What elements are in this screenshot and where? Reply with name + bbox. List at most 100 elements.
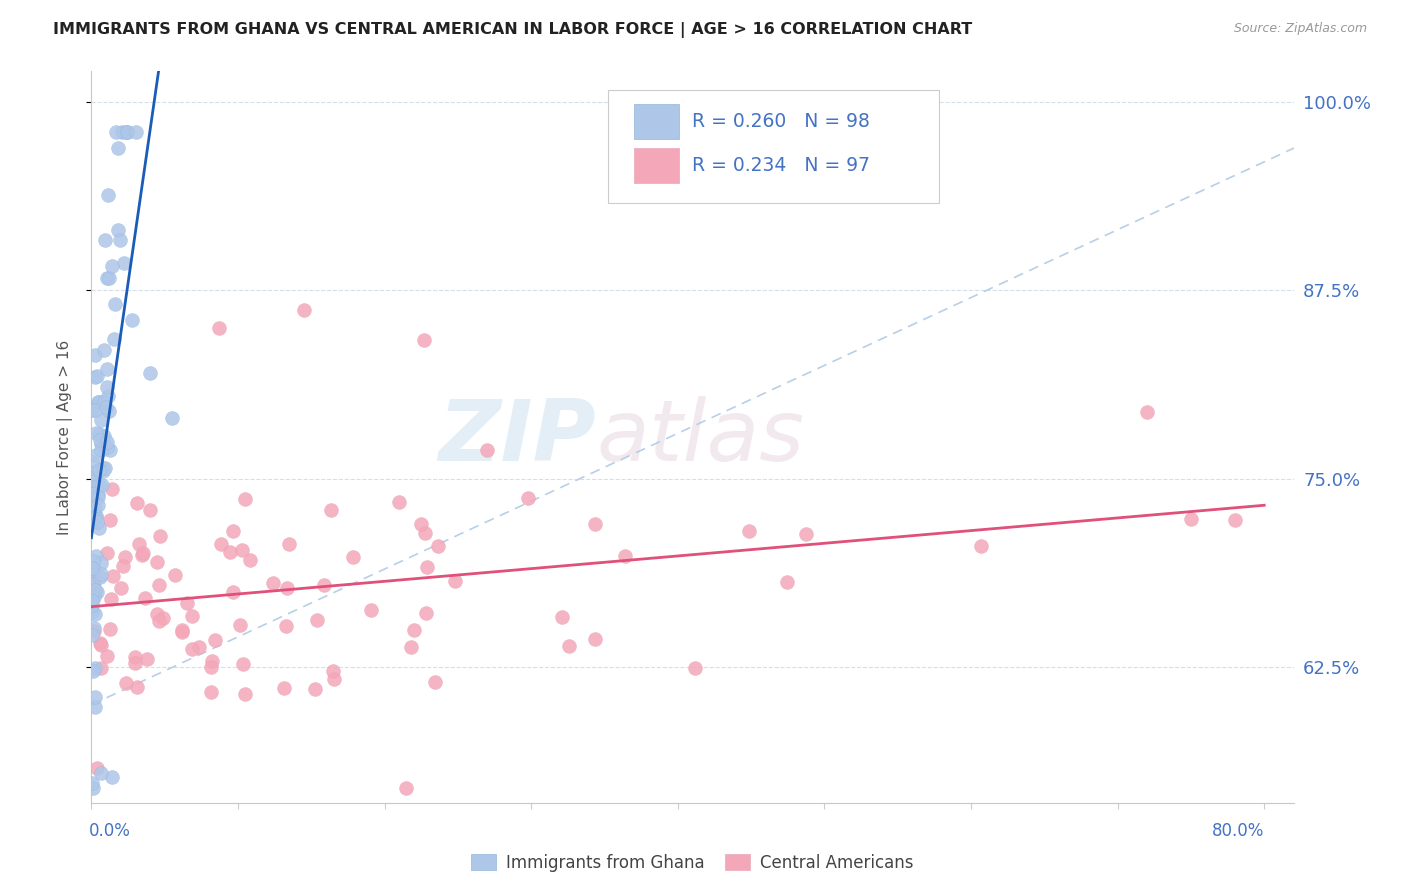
Point <box>200 685 222 699</box>
Point <box>1136 405 1159 419</box>
Point <box>86 487 108 501</box>
Point <box>82 471 104 485</box>
Point <box>90 557 112 571</box>
Point <box>426 540 449 554</box>
Point <box>970 540 993 554</box>
Point <box>82 466 104 480</box>
Point <box>84 510 107 524</box>
Point <box>84 607 107 621</box>
Point <box>82 561 104 575</box>
Point <box>103 297 125 311</box>
Point <box>115 125 138 139</box>
Point <box>87 394 110 409</box>
Point <box>82 780 104 795</box>
Point <box>96 435 118 450</box>
Point <box>97 188 120 202</box>
Point <box>82 487 104 501</box>
Point <box>342 550 364 565</box>
Point <box>404 623 426 637</box>
Point <box>124 657 146 671</box>
Point <box>117 125 139 139</box>
Point <box>413 525 436 540</box>
Point <box>93 429 115 443</box>
Point <box>233 687 256 701</box>
Point <box>188 640 211 655</box>
Point <box>82 588 104 602</box>
Point <box>101 569 124 583</box>
Point <box>477 443 499 458</box>
Point <box>1223 513 1246 527</box>
Point <box>101 482 124 496</box>
Point <box>222 524 245 538</box>
Point <box>738 524 761 539</box>
Point <box>82 566 104 580</box>
Point <box>89 570 111 584</box>
Point <box>98 443 121 458</box>
Point <box>86 585 108 599</box>
Point <box>90 566 112 581</box>
Point <box>111 125 134 139</box>
Point <box>139 503 162 517</box>
Point <box>82 605 104 619</box>
Point <box>89 636 111 650</box>
Point <box>409 516 432 531</box>
Point <box>83 581 105 595</box>
Point <box>775 575 797 590</box>
Point <box>232 657 254 671</box>
Point <box>125 495 148 509</box>
Point <box>558 639 581 653</box>
Point <box>82 776 104 790</box>
Point <box>87 395 110 409</box>
Point <box>100 591 122 606</box>
Point <box>103 332 125 346</box>
Point <box>84 348 107 362</box>
Text: ZIP: ZIP <box>439 395 596 479</box>
Point <box>170 624 193 639</box>
Point <box>139 366 162 380</box>
Point <box>229 618 252 632</box>
Point <box>181 608 204 623</box>
Bar <box>634 148 679 183</box>
Point <box>321 503 343 517</box>
Point <box>84 425 107 440</box>
Point <box>423 674 446 689</box>
Point <box>170 623 193 637</box>
Point <box>131 548 153 562</box>
Point <box>794 527 817 541</box>
Point <box>87 490 110 504</box>
Point <box>83 510 105 524</box>
Point <box>583 517 606 532</box>
Point <box>128 536 150 550</box>
Point <box>96 440 118 454</box>
Point <box>322 665 344 679</box>
Text: 0.0%: 0.0% <box>89 822 131 840</box>
Point <box>82 502 104 516</box>
Point <box>82 491 104 505</box>
Point <box>208 320 231 334</box>
Point <box>262 576 284 591</box>
Text: R = 0.260   N = 98: R = 0.260 N = 98 <box>692 112 870 131</box>
Point <box>84 448 107 462</box>
Text: IMMIGRANTS FROM GHANA VS CENTRAL AMERICAN IN LABOR FORCE | AGE > 16 CORRELATION : IMMIGRANTS FROM GHANA VS CENTRAL AMERICA… <box>53 22 973 38</box>
Point <box>114 549 136 564</box>
Point <box>413 333 436 347</box>
Point <box>82 515 104 529</box>
Point <box>96 361 118 376</box>
Point <box>96 546 118 560</box>
Point <box>204 632 226 647</box>
Point <box>83 624 105 638</box>
Point <box>443 574 465 588</box>
Point <box>292 302 315 317</box>
Point <box>90 436 112 450</box>
Point <box>276 581 298 595</box>
Point <box>222 585 245 599</box>
Point <box>583 632 606 647</box>
Point <box>105 125 128 139</box>
Point <box>83 480 105 494</box>
Point <box>551 610 574 624</box>
Point <box>395 780 418 795</box>
Point <box>90 413 112 427</box>
Point <box>276 618 298 632</box>
Point <box>82 403 104 417</box>
Point <box>90 478 112 492</box>
